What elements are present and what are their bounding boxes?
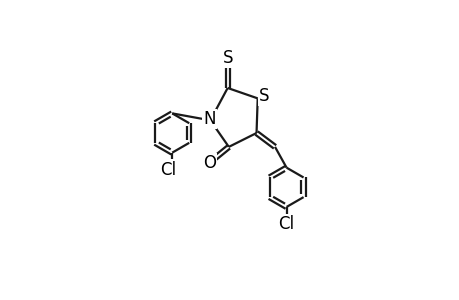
Text: S: S bbox=[222, 49, 232, 67]
Text: N: N bbox=[203, 110, 216, 128]
Text: Cl: Cl bbox=[160, 160, 176, 178]
Text: Cl: Cl bbox=[278, 215, 294, 233]
Text: O: O bbox=[202, 154, 215, 172]
Text: S: S bbox=[258, 87, 269, 105]
